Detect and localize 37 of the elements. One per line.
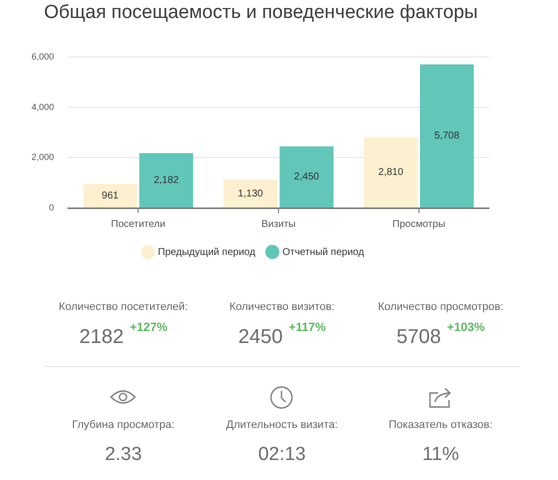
text: Глубина просмотра: [72,419,175,431]
text: Количество визитов: [229,301,335,313]
y-tick-label: 6,000 [31,51,54,62]
bar [420,64,474,208]
x-tick-label: Визиты [261,218,296,230]
text: 2450 [238,326,283,348]
bar [83,184,138,208]
bar [280,146,334,208]
text: 2.33 [104,444,142,465]
legend-label: Предыдущий период [158,246,256,258]
bar [364,137,418,208]
text: +117% [288,320,326,334]
y-tick-label: 4,000 [31,102,54,112]
text: Количество посетителей: [58,301,188,313]
y-tick-label: 2,000 [31,152,54,162]
data-label: 5,708 [434,130,460,142]
text: 02:13 [258,444,306,465]
text: 2182 [79,326,124,348]
text: +103% [447,320,485,334]
data-label: 961 [102,190,119,202]
x-tick-label: Посетители [111,218,166,230]
chart-title: Общая посещаемость и поведенческие факторы [44,2,478,24]
data-label: 2,450 [294,172,320,183]
bar [223,180,278,208]
text: Показатель отказов: [388,419,493,431]
y-tick-label: 0 [48,202,54,212]
text: 5708 [396,326,442,348]
data-label: 2,810 [378,167,404,178]
data-label: 1,130 [238,188,264,200]
data-label: 2,182 [154,175,180,186]
text: Длительность визита: [226,419,338,431]
bar [139,153,194,208]
text: 11% [422,444,459,465]
x-tick-label: Просмотры [392,218,446,230]
legend-label: Отчетный период [282,246,364,258]
text: +127% [130,320,168,334]
text: Количество просмотров: [378,301,504,313]
